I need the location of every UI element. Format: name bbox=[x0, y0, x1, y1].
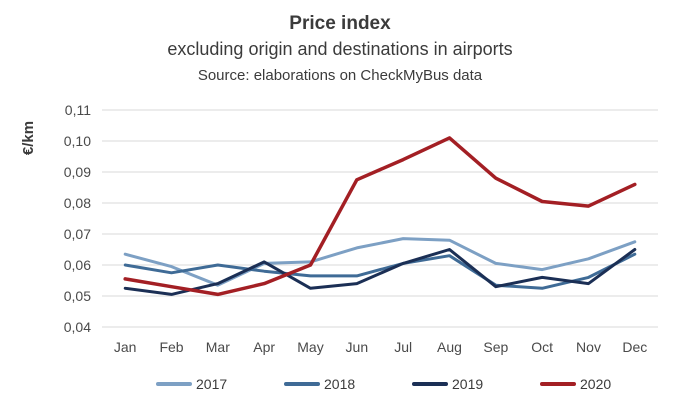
y-tick-label: 0,06 bbox=[64, 257, 91, 273]
x-axis-ticks: Jan Feb Mar Apr May Jun Jul Aug Sep Oct Nov Dec bbox=[114, 339, 647, 355]
y-tick-label: 0,04 bbox=[64, 319, 91, 335]
legend-label-2019: 2019 bbox=[452, 376, 483, 392]
legend: 2017 2018 2019 2020 bbox=[156, 376, 611, 392]
legend-label-2020: 2020 bbox=[580, 376, 611, 392]
chart-source: Source: elaborations on CheckMyBus data bbox=[198, 67, 483, 84]
x-tick-label: Mar bbox=[206, 339, 230, 355]
y-tick-label: 0,10 bbox=[64, 133, 91, 149]
x-tick-label: Oct bbox=[531, 339, 553, 355]
x-tick-label: Feb bbox=[159, 339, 183, 355]
legend-label-2018: 2018 bbox=[324, 376, 355, 392]
legend-label-2017: 2017 bbox=[196, 376, 227, 392]
x-tick-label: Jun bbox=[346, 339, 369, 355]
y-tick-label: 0,11 bbox=[65, 102, 91, 118]
grid-lines bbox=[102, 109, 658, 328]
series-line-2017 bbox=[123, 237, 637, 287]
y-tick-label: 0,07 bbox=[64, 226, 91, 242]
x-tick-label: Dec bbox=[622, 339, 647, 355]
x-tick-label: Nov bbox=[576, 339, 601, 355]
x-tick-label: May bbox=[297, 339, 323, 355]
x-tick-label: Apr bbox=[253, 339, 275, 355]
x-tick-label: Sep bbox=[483, 339, 508, 355]
x-tick-label: Aug bbox=[437, 339, 462, 355]
series-line-2018 bbox=[123, 252, 637, 290]
series-line-2019 bbox=[123, 248, 637, 296]
y-axis-label: €/km bbox=[20, 121, 37, 155]
series-lines bbox=[123, 136, 637, 297]
chart-title: Price index bbox=[289, 13, 391, 34]
x-tick-label: Jul bbox=[394, 339, 412, 355]
y-tick-label: 0,09 bbox=[64, 164, 91, 180]
y-tick-label: 0,05 bbox=[64, 288, 91, 304]
y-axis-ticks: 0,04 0,05 0,06 0,07 0,08 0,09 0,10 0,11 bbox=[64, 102, 91, 335]
x-tick-label: Jan bbox=[114, 339, 137, 355]
y-tick-label: 0,08 bbox=[64, 195, 91, 211]
series-line-2020 bbox=[123, 136, 637, 297]
chart-subtitle: excluding origin and destinations in air… bbox=[167, 39, 512, 59]
